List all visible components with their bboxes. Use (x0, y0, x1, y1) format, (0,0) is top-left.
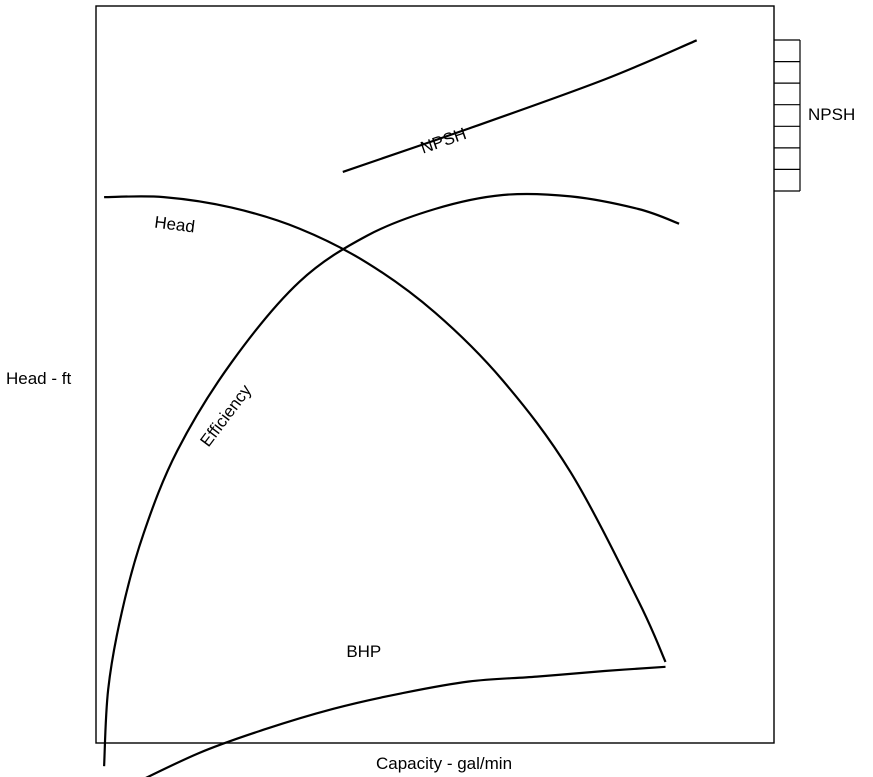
bhp-curve-label: BHP (346, 642, 381, 661)
curve-labels-group: NPSH Head Efficiency BHP (153, 124, 468, 661)
head-curve-label: Head (153, 213, 196, 237)
efficiency-curve-label: Efficiency (196, 381, 255, 451)
efficiency-curve (103, 192, 680, 767)
plot-frame (95, 5, 775, 744)
curves-group (103, 39, 698, 777)
npsh-axis-scale (774, 39, 801, 192)
x-axis-label: Capacity - gal/min (376, 754, 512, 773)
npsh-curve-label: NPSH (418, 124, 469, 157)
npsh-curve (342, 39, 698, 173)
head-curve (104, 195, 667, 663)
bhp-curve (145, 665, 666, 777)
right-axis-label: NPSH (808, 105, 855, 124)
y-axis-label: Head - ft (6, 369, 71, 388)
